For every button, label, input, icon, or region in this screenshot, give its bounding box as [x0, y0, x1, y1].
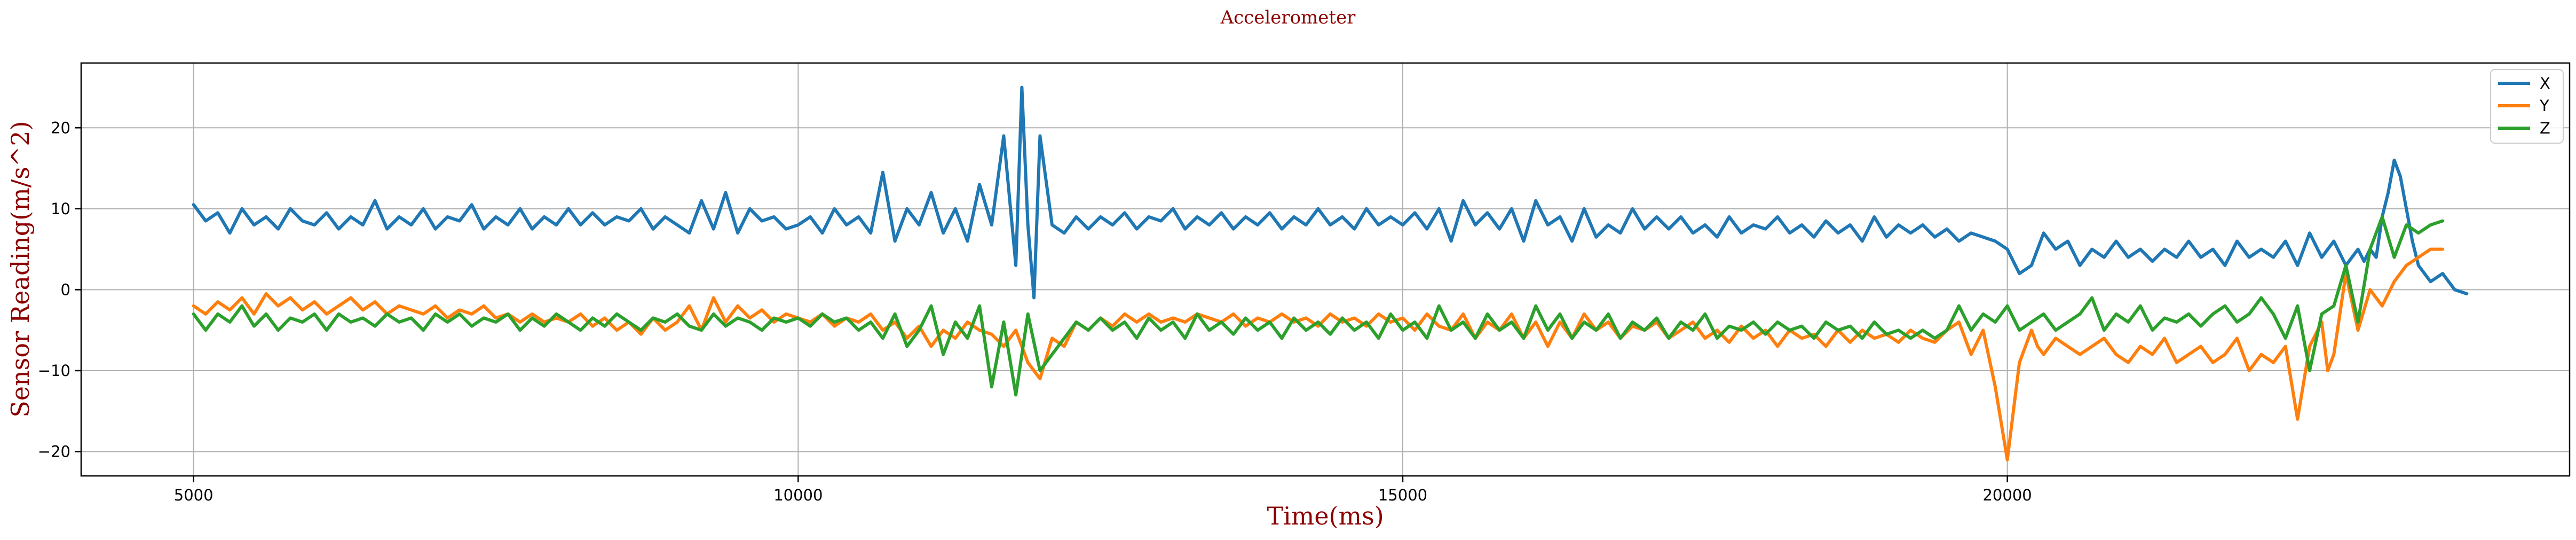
y-tick-label: 0 — [61, 280, 70, 299]
grid — [81, 63, 2570, 476]
legend: XYZ — [2490, 69, 2564, 144]
series-line-y — [192, 247, 2445, 461]
legend-label-y: Y — [2539, 97, 2549, 115]
y-tick-label: 10 — [51, 200, 70, 218]
series-layer — [192, 85, 2469, 461]
y-tick-label: 20 — [51, 119, 70, 137]
plot-frame — [80, 62, 2571, 477]
axis-ticks: 5000 10000 15000 20000 20 10 0 −10 −20 — [38, 119, 2032, 504]
series-line-x — [192, 85, 2469, 300]
y-tick-label: −10 — [38, 362, 70, 380]
legend-label-x: X — [2540, 74, 2550, 92]
x-axis-label: Time(ms) — [1267, 502, 1384, 530]
x-tick-label: 10000 — [773, 486, 823, 504]
x-tick-label: 20000 — [1982, 486, 2032, 504]
x-tick-label: 15000 — [1378, 486, 1427, 504]
x-tick-label: 5000 — [174, 486, 214, 504]
legend-label-z: Z — [2540, 119, 2550, 137]
y-axis-label: Sensor Reading(m/s^2) — [6, 121, 35, 417]
y-tick-label: −20 — [38, 443, 70, 461]
chart-title: Accelerometer — [1220, 7, 1356, 28]
series-line-z — [192, 215, 2445, 397]
